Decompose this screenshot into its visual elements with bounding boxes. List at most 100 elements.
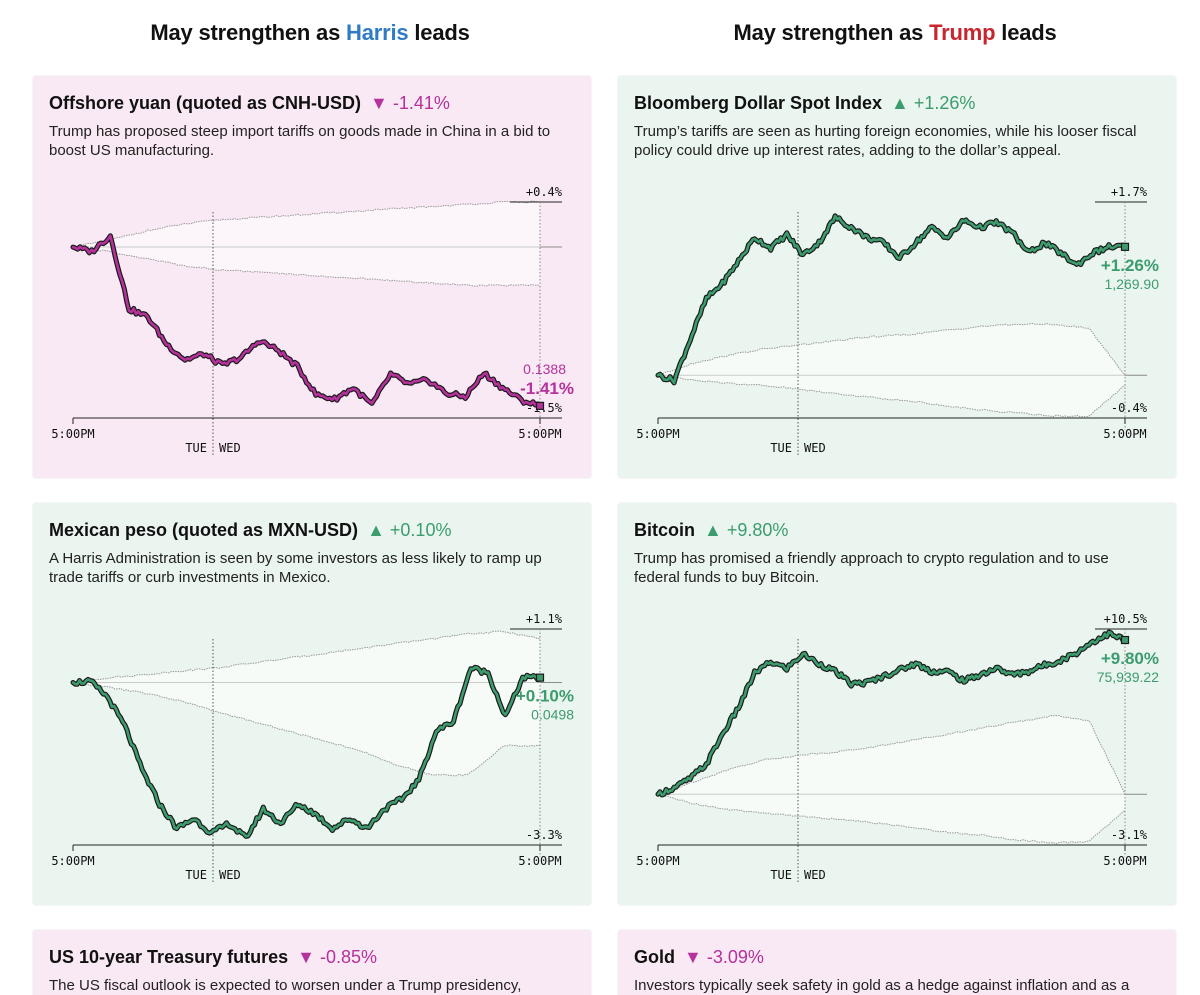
x-tick-label-start: 5:00PM <box>636 427 679 441</box>
header-suffix: leads <box>408 20 470 45</box>
change-indicator: ▲ +1.26% <box>891 93 975 113</box>
card-title: Mexican peso (quoted as MXN-USD) ▲ +0.10… <box>49 520 451 541</box>
end-value-label: 75,939.22 <box>1097 669 1159 685</box>
change-value: -0.85% <box>319 947 378 967</box>
header-prefix: May strengthen as <box>150 20 347 45</box>
header-prefix: May strengthen as <box>733 20 930 45</box>
trump-column-header: May strengthen as Trump leads <box>615 20 1175 46</box>
card-title: Bloomberg Dollar Spot Index ▲ +1.26% <box>634 93 975 114</box>
card-treasury-futures: US 10-year Treasury futures ▼ -0.85% The… <box>33 930 591 995</box>
change-indicator: ▼ -0.85% <box>297 947 377 967</box>
series-end-marker <box>535 673 545 682</box>
range-top-label: +1.1% <box>526 612 563 626</box>
day-label-wed: WED <box>219 868 241 882</box>
down-arrow-icon: ▼ <box>370 93 388 113</box>
series-line <box>656 214 1127 385</box>
series-line <box>71 234 542 408</box>
header-candidate-trump: Trump <box>929 20 996 45</box>
chart-dollar-index: +1.7% 5:00PM 5:00PM -0.4% TUE WED +1.26%1,269.… <box>636 185 1160 456</box>
comparison-range-fill <box>73 201 540 287</box>
x-tick-label-end: 5:00PM <box>518 854 561 868</box>
x-tick-label-start: 5:00PM <box>51 854 94 868</box>
card-offshore-yuan: Offshore yuan (quoted as CNH-USD) ▼ -1.4… <box>33 76 591 478</box>
x-tick-label-end: 5:00PM <box>1103 427 1146 441</box>
chart-bitcoin: +10.5% 5:00PM 5:00PM -3.1% TUE WED +9.80%75,93… <box>636 612 1159 883</box>
comparison-range-lower <box>657 793 1126 845</box>
card-dollar-index: Bloomberg Dollar Spot Index ▲ +1.26% Tru… <box>618 76 1176 478</box>
up-arrow-icon: ▲ <box>367 520 385 540</box>
range-bottom-label: -3.3% <box>526 828 563 842</box>
card-title: Offshore yuan (quoted as CNH-USD) ▼ -1.4… <box>49 93 450 114</box>
card-description: The US fiscal outlook is expected to wor… <box>49 977 522 994</box>
range-top-label: +1.7% <box>1111 185 1148 199</box>
asset-name: Gold <box>634 947 675 967</box>
change-value: +0.10% <box>389 520 452 540</box>
chart-mexican-peso: +1.1% 5:00PM 5:00PM -3.3% TUE WED +0.10%0.0498 <box>51 612 574 883</box>
day-label-tue: TUE <box>185 868 207 882</box>
up-arrow-icon: ▲ <box>891 93 909 113</box>
end-value-label: 0.1388 <box>523 361 566 377</box>
range-bottom-label: -3.1% <box>1111 828 1148 842</box>
comparison-range-fill <box>658 323 1125 417</box>
day-label-tue: TUE <box>185 441 207 455</box>
card-title: Gold ▼ -3.09% <box>634 947 764 968</box>
end-change-label: +0.10% <box>516 687 574 706</box>
asset-name: Bloomberg Dollar Spot Index <box>634 93 883 113</box>
card-title: US 10-year Treasury futures ▼ -0.85% <box>49 947 377 968</box>
card-gold: Gold ▼ -3.09% Investors typically seek s… <box>618 930 1176 995</box>
x-tick-label-end: 5:00PM <box>1103 854 1146 868</box>
series-end-marker <box>1120 242 1130 251</box>
end-change-label: +9.80% <box>1101 649 1159 668</box>
card-mexican-peso: Mexican peso (quoted as MXN-USD) ▲ +0.10… <box>33 503 591 905</box>
card-title: Bitcoin ▲ +9.80% <box>634 520 788 541</box>
up-arrow-icon: ▲ <box>704 520 722 540</box>
comparison-range-fill <box>658 715 1125 844</box>
day-label-tue: TUE <box>770 868 792 882</box>
comparison-range-upper <box>657 714 1126 795</box>
end-change-label: -1.41% <box>520 379 574 398</box>
asset-name: Offshore yuan (quoted as CNH-USD) <box>49 93 362 113</box>
change-indicator: ▼ -1.41% <box>370 93 450 113</box>
comparison-range-lower <box>72 681 541 777</box>
x-tick-label-end: 5:00PM <box>518 427 561 441</box>
asset-name: US 10-year Treasury futures <box>49 947 289 967</box>
change-value: -3.09% <box>706 947 764 967</box>
header-candidate-harris: Harris <box>346 20 409 45</box>
change-indicator: ▼ -3.09% <box>684 947 764 967</box>
series-end-marker <box>535 401 545 410</box>
change-value: +9.80% <box>726 520 789 540</box>
comparison-range-upper <box>657 322 1126 376</box>
card-description: Trump’s tariffs are seen as hurting fore… <box>634 123 1137 159</box>
day-label-wed: WED <box>804 441 826 455</box>
day-label-wed: WED <box>219 441 241 455</box>
harris-column-header: May strengthen as Harris leads <box>30 20 590 46</box>
series-line <box>71 666 542 838</box>
card-description: Investors typically seek safety in gold … <box>634 977 1130 994</box>
series-end-marker <box>1120 635 1130 645</box>
asset-name: Mexican peso (quoted as MXN-USD) <box>49 520 359 540</box>
change-value: +1.26% <box>913 93 976 113</box>
range-top-label: +10.5% <box>1104 612 1148 626</box>
comparison-range-lower <box>72 246 541 287</box>
end-value-label: 0.0498 <box>531 707 574 723</box>
card-description: A Harris Administration is seen by some … <box>49 550 542 586</box>
comparison-range-fill <box>73 631 540 776</box>
asset-name: Bitcoin <box>634 520 695 540</box>
end-change-label: +1.26% <box>1101 256 1159 275</box>
series-line <box>656 630 1127 797</box>
day-label-tue: TUE <box>770 441 792 455</box>
change-value: -1.41% <box>392 93 450 113</box>
range-bottom-label: -0.4% <box>1111 401 1148 415</box>
down-arrow-icon: ▼ <box>297 947 315 967</box>
comparison-range-upper <box>72 200 541 248</box>
header-suffix: leads <box>995 20 1057 45</box>
end-value-label: 1,269.90 <box>1105 276 1160 292</box>
x-tick-label-start: 5:00PM <box>636 854 679 868</box>
change-indicator: ▲ +9.80% <box>704 520 788 540</box>
x-tick-label-start: 5:00PM <box>51 427 94 441</box>
down-arrow-icon: ▼ <box>684 947 702 967</box>
comparison-range-upper <box>72 630 541 683</box>
range-top-label: +0.4% <box>526 185 563 199</box>
change-indicator: ▲ +0.10% <box>367 520 451 540</box>
